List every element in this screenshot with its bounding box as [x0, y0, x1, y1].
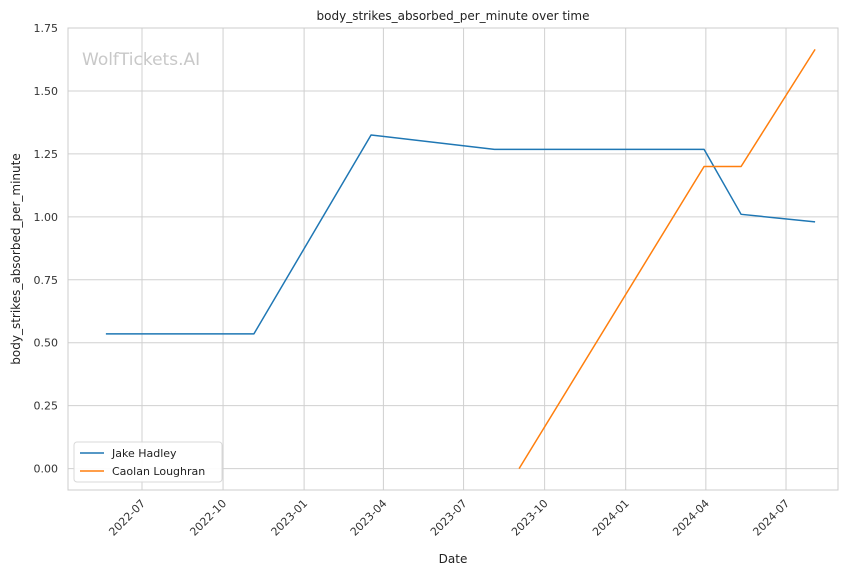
y-axis-ticks: 0.00 0.25 0.50 0.75 1.00 1.25 1.50 1.75: [34, 22, 59, 476]
x-tick-label: 2024-07: [750, 497, 792, 539]
y-tick-label: 1.25: [34, 148, 59, 161]
x-tick-label: 2024-01: [590, 497, 632, 539]
grid-lines: [68, 27, 838, 490]
series-lines: [105, 48, 816, 469]
y-tick-label: 1.75: [34, 22, 59, 35]
x-tick-label: 2022-07: [106, 497, 148, 539]
x-tick-label: 2023-04: [348, 497, 390, 539]
y-tick-label: 1.50: [34, 85, 59, 98]
x-tick-label: 2022-10: [187, 497, 229, 539]
chart-title: body_strikes_absorbed_per_minute over ti…: [317, 9, 590, 23]
x-tick-label: 2024-04: [670, 497, 712, 539]
x-axis-ticks: 2022-07 2022-10 2023-01 2023-04 2023-07 2023-…: [106, 497, 792, 539]
y-tick-label: 0.50: [34, 337, 59, 350]
watermark: WolfTickets.AI: [82, 50, 200, 70]
x-axis-label: Date: [439, 552, 468, 566]
y-tick-label: 0.25: [34, 400, 59, 413]
y-axis-label: body_strikes_absorbed_per_minute: [9, 153, 23, 364]
x-tick-label: 2023-10: [509, 497, 551, 539]
y-tick-label: 1.00: [34, 211, 59, 224]
legend-label-caolan-loughran: Caolan Loughran: [112, 465, 205, 478]
x-tick-label: 2023-07: [428, 497, 470, 539]
series-line-jake-hadley: [105, 134, 816, 335]
plot-area-border: [67, 27, 839, 491]
x-tick-label: 2023-01: [269, 497, 311, 539]
y-tick-label: 0.00: [34, 463, 59, 476]
legend-label-jake-hadley: Jake Hadley: [111, 447, 177, 460]
y-tick-label: 0.75: [34, 274, 59, 287]
legend: Jake Hadley Caolan Loughran: [73, 441, 223, 483]
series-line-caolan-loughran: [518, 48, 816, 469]
legend-box: [73, 441, 223, 483]
